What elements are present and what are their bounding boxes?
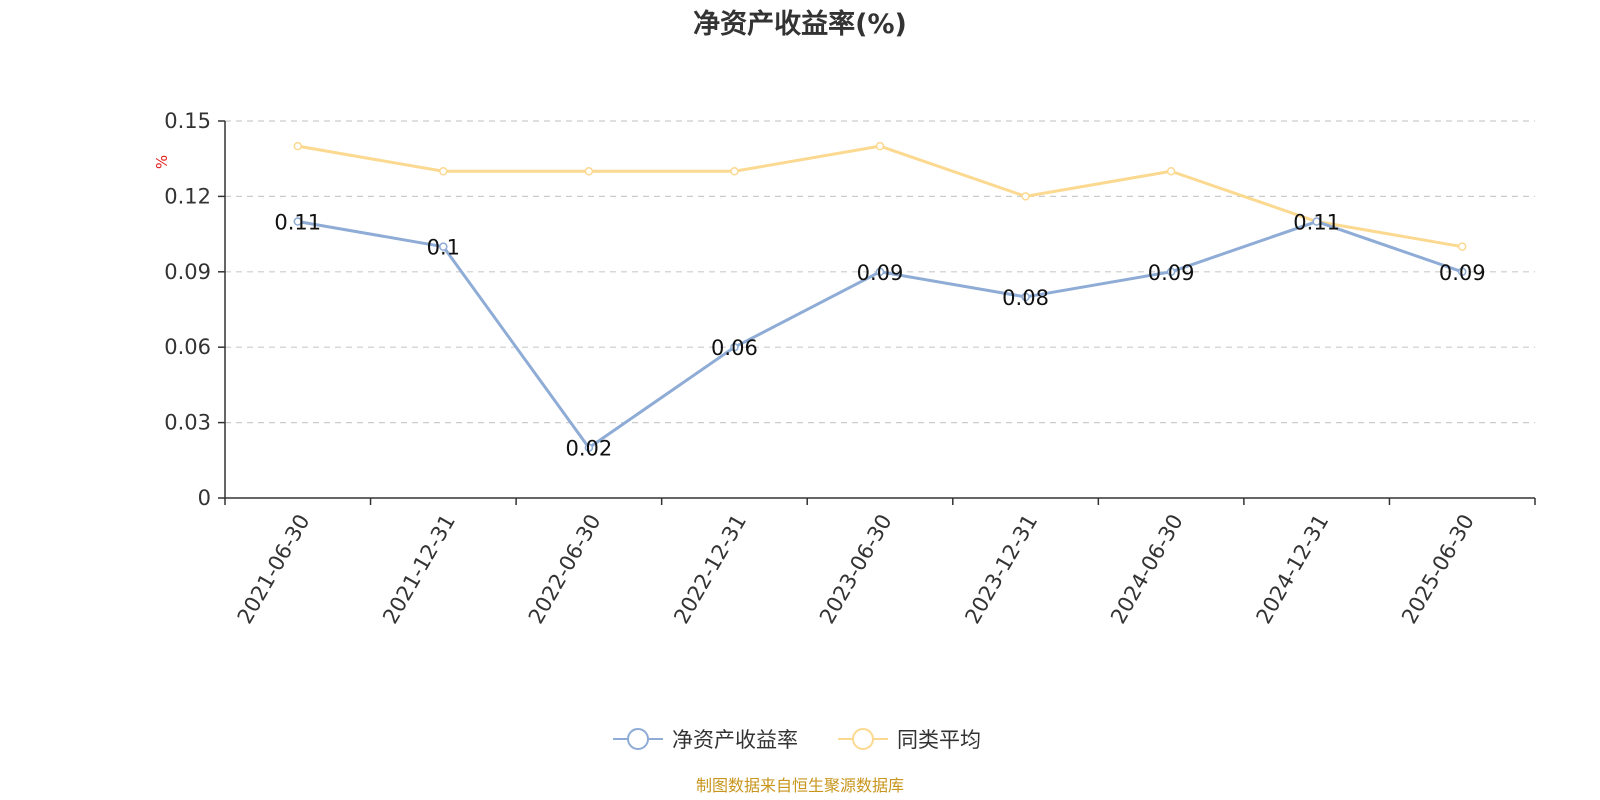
data-point (730, 167, 739, 176)
x-tick-label: 2022-12-31 (669, 510, 751, 628)
legend-item-0: 净资产收益率 (613, 728, 798, 752)
data-label: 0.1 (427, 236, 460, 260)
data-point (439, 167, 448, 176)
data-point (1457, 242, 1467, 251)
x-tick-label: 2021-06-30 (233, 510, 315, 628)
x-tick-label: 2023-12-31 (960, 510, 1042, 628)
data-point (875, 141, 885, 151)
legend-swatch-marker (852, 728, 874, 750)
data-label: 0.08 (1002, 286, 1049, 310)
x-tick-label: 2021-12-31 (378, 510, 460, 628)
legend-item-1: 同类平均 (838, 728, 981, 752)
data-point (1312, 217, 1321, 226)
data-point (293, 217, 303, 226)
legend: 净资产收益率 同类平均 (613, 728, 981, 752)
series-line-0 (297, 220, 1463, 450)
y-axis-unit-label: % (153, 155, 171, 169)
x-tick-label: 2023-06-30 (815, 510, 897, 628)
data-label: 0.02 (566, 437, 613, 461)
chart-title: 净资产收益率(%) (693, 8, 907, 40)
x-axis: 2021-06-30 2021-12-31 2022-06-30 2022-12-31… (224, 497, 1536, 628)
y-tick-label: 0.03 (164, 411, 211, 435)
data-point (1166, 267, 1176, 277)
y-tick-label: 0.09 (164, 260, 211, 284)
data-label: 0.09 (857, 261, 904, 285)
data-point (439, 242, 448, 251)
data-point (1021, 292, 1030, 302)
data-point (1457, 267, 1467, 277)
series-lines (293, 141, 1467, 452)
x-tick-label: 2024-12-31 (1252, 510, 1334, 628)
data-point (293, 141, 303, 151)
y-tick-label: 0.15 (164, 109, 211, 133)
data-point (875, 267, 885, 277)
data-label: 0.06 (711, 336, 758, 360)
data-point (584, 443, 594, 452)
data-label: 0.09 (1148, 261, 1195, 285)
data-point (1166, 167, 1176, 176)
legend-swatch-marker (627, 728, 649, 750)
data-label: 0.11 (1293, 211, 1340, 235)
data-point (730, 342, 739, 352)
y-tick-label: 0.12 (164, 184, 211, 208)
x-tick-label: 2022-06-30 (524, 510, 606, 628)
data-point (1021, 192, 1030, 201)
legend-label: 同类平均 (897, 728, 981, 752)
y-tick-label: 0.06 (164, 335, 211, 359)
x-tick-label: 2025-06-30 (1397, 510, 1479, 628)
y-axis: 0 0.03 0.06 0.09 0.12 0.15 (164, 109, 226, 510)
x-tick-label: 2024-06-30 (1106, 510, 1188, 628)
legend-label: 净资产收益率 (672, 728, 798, 752)
data-label: 0.09 (1439, 261, 1486, 285)
data-point (584, 167, 594, 176)
source-note: 制图数据来自恒生聚源数据库 (696, 776, 904, 795)
data-labels: 0.11 0.1 0.02 0.06 0.09 0.08 0.09 0.11 0.09 (274, 211, 1485, 461)
y-tick-label: 0 (198, 486, 211, 510)
data-label: 0.11 (274, 211, 321, 235)
